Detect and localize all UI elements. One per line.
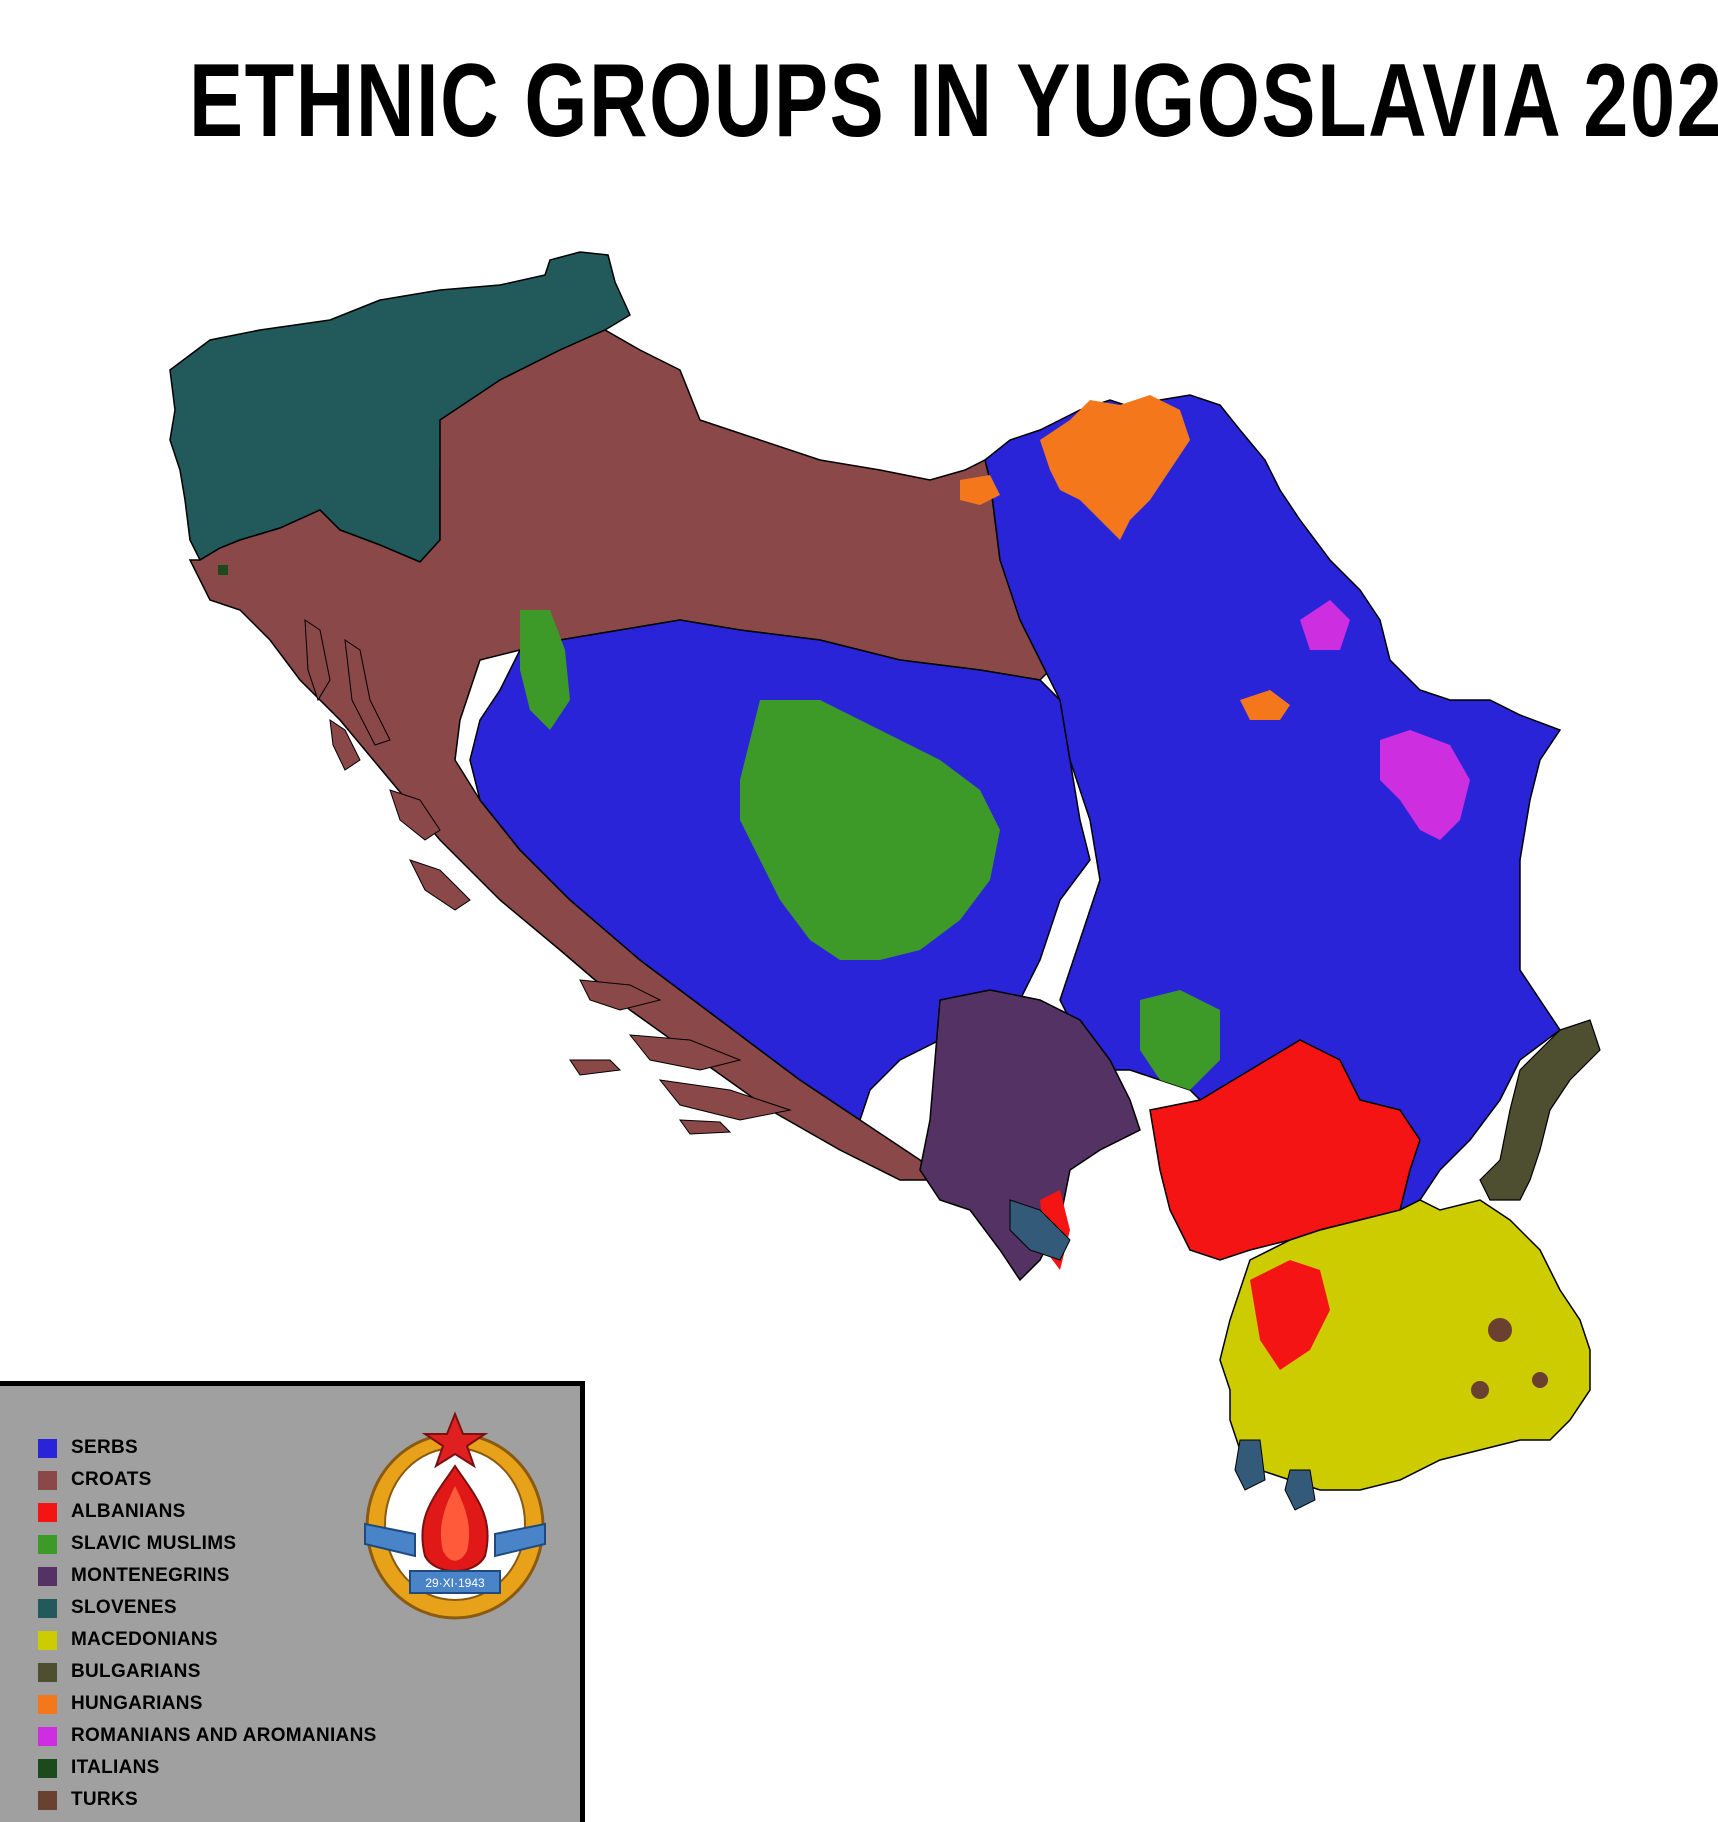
legend-label: BULGARIANS: [71, 1661, 201, 1682]
area-romanians: [1380, 730, 1470, 840]
legend-label: ALBANIANS: [71, 1501, 186, 1522]
legend-item-romanians: ROMANIANS AND AROMANIANS: [38, 1720, 377, 1752]
legend-item-hungarians: HUNGARIANS: [38, 1688, 377, 1720]
region-bulgarian-border: [1479, 1019, 1601, 1201]
area-turks: [1471, 1318, 1548, 1399]
legend-item-montenegrins: MONTENEGRINS: [38, 1560, 377, 1592]
swatch-icon: [38, 1790, 57, 1810]
area-hungarians-3: [960, 475, 1000, 505]
legend-label: SERBS: [71, 1437, 138, 1458]
swatch-icon: [38, 1630, 57, 1650]
legend-item-serbs: SERBS: [38, 1432, 377, 1464]
legend-item-croats: CROATS: [38, 1464, 377, 1496]
area-hungarians: [1040, 395, 1190, 540]
croatian-islands: [304, 619, 792, 1135]
legend-panel: SERBS CROATS ALBANIANS SLAVIC MUSLIMS MO…: [0, 1381, 585, 1822]
legend-label: ITALIANS: [71, 1757, 160, 1778]
legend-item-macedonians: MACEDONIANS: [38, 1624, 377, 1656]
lake-scutari: [1009, 1199, 1071, 1261]
legend-list: SERBS CROATS ALBANIANS SLAVIC MUSLIMS MO…: [38, 1432, 377, 1816]
legend-label: SLOVENES: [71, 1597, 177, 1618]
swatch-icon: [38, 1470, 57, 1490]
legend-item-bulgarians: BULGARIANS: [38, 1656, 377, 1688]
swatch-icon: [38, 1534, 57, 1554]
area-slavic-muslims: [740, 700, 1000, 960]
legend-label: ROMANIANS AND AROMANIANS: [71, 1725, 377, 1746]
swatch-icon: [38, 1438, 57, 1458]
lake-prespa: [1284, 1469, 1316, 1511]
area-albanians-macedonia: [1250, 1260, 1330, 1370]
area-hungarians-2: [1240, 690, 1290, 720]
swatch-icon: [38, 1502, 57, 1522]
area-italians: [218, 565, 228, 575]
legend-label: MONTENEGRINS: [71, 1565, 230, 1586]
legend-label: TURKS: [71, 1789, 138, 1810]
coat-of-arms-icon: 29·XI·1943: [364, 1411, 546, 1620]
legend-item-albanians: ALBANIANS: [38, 1496, 377, 1528]
region-serbia: [984, 394, 1562, 1211]
lake-ohrid: [1234, 1439, 1266, 1491]
map-title: ETHNIC GROUPS IN YUGOSLAVIA 2021: [188, 43, 1718, 159]
swatch-icon: [38, 1662, 57, 1682]
area-romanians-2: [1300, 600, 1350, 650]
legend-label: CROATS: [71, 1469, 152, 1490]
area-slavic-muslims-2: [520, 610, 570, 730]
legend-label: HUNGARIANS: [71, 1693, 203, 1714]
swatch-icon: [38, 1694, 57, 1714]
area-slavic-muslims-3: [1140, 990, 1220, 1090]
swatch-icon: [38, 1566, 57, 1586]
swatch-icon: [38, 1758, 57, 1778]
legend-label: SLAVIC MUSLIMS: [71, 1533, 237, 1554]
legend-item-italians: ITALIANS: [38, 1752, 377, 1784]
legend-item-slavic-muslims: SLAVIC MUSLIMS: [38, 1528, 377, 1560]
legend-label: MACEDONIANS: [71, 1629, 218, 1650]
swatch-icon: [38, 1726, 57, 1746]
emblem-date: 29·XI·1943: [425, 1576, 485, 1590]
swatch-icon: [38, 1598, 57, 1618]
legend-item-slovenes: SLOVENES: [38, 1592, 377, 1624]
legend-item-turks: TURKS: [38, 1784, 377, 1816]
